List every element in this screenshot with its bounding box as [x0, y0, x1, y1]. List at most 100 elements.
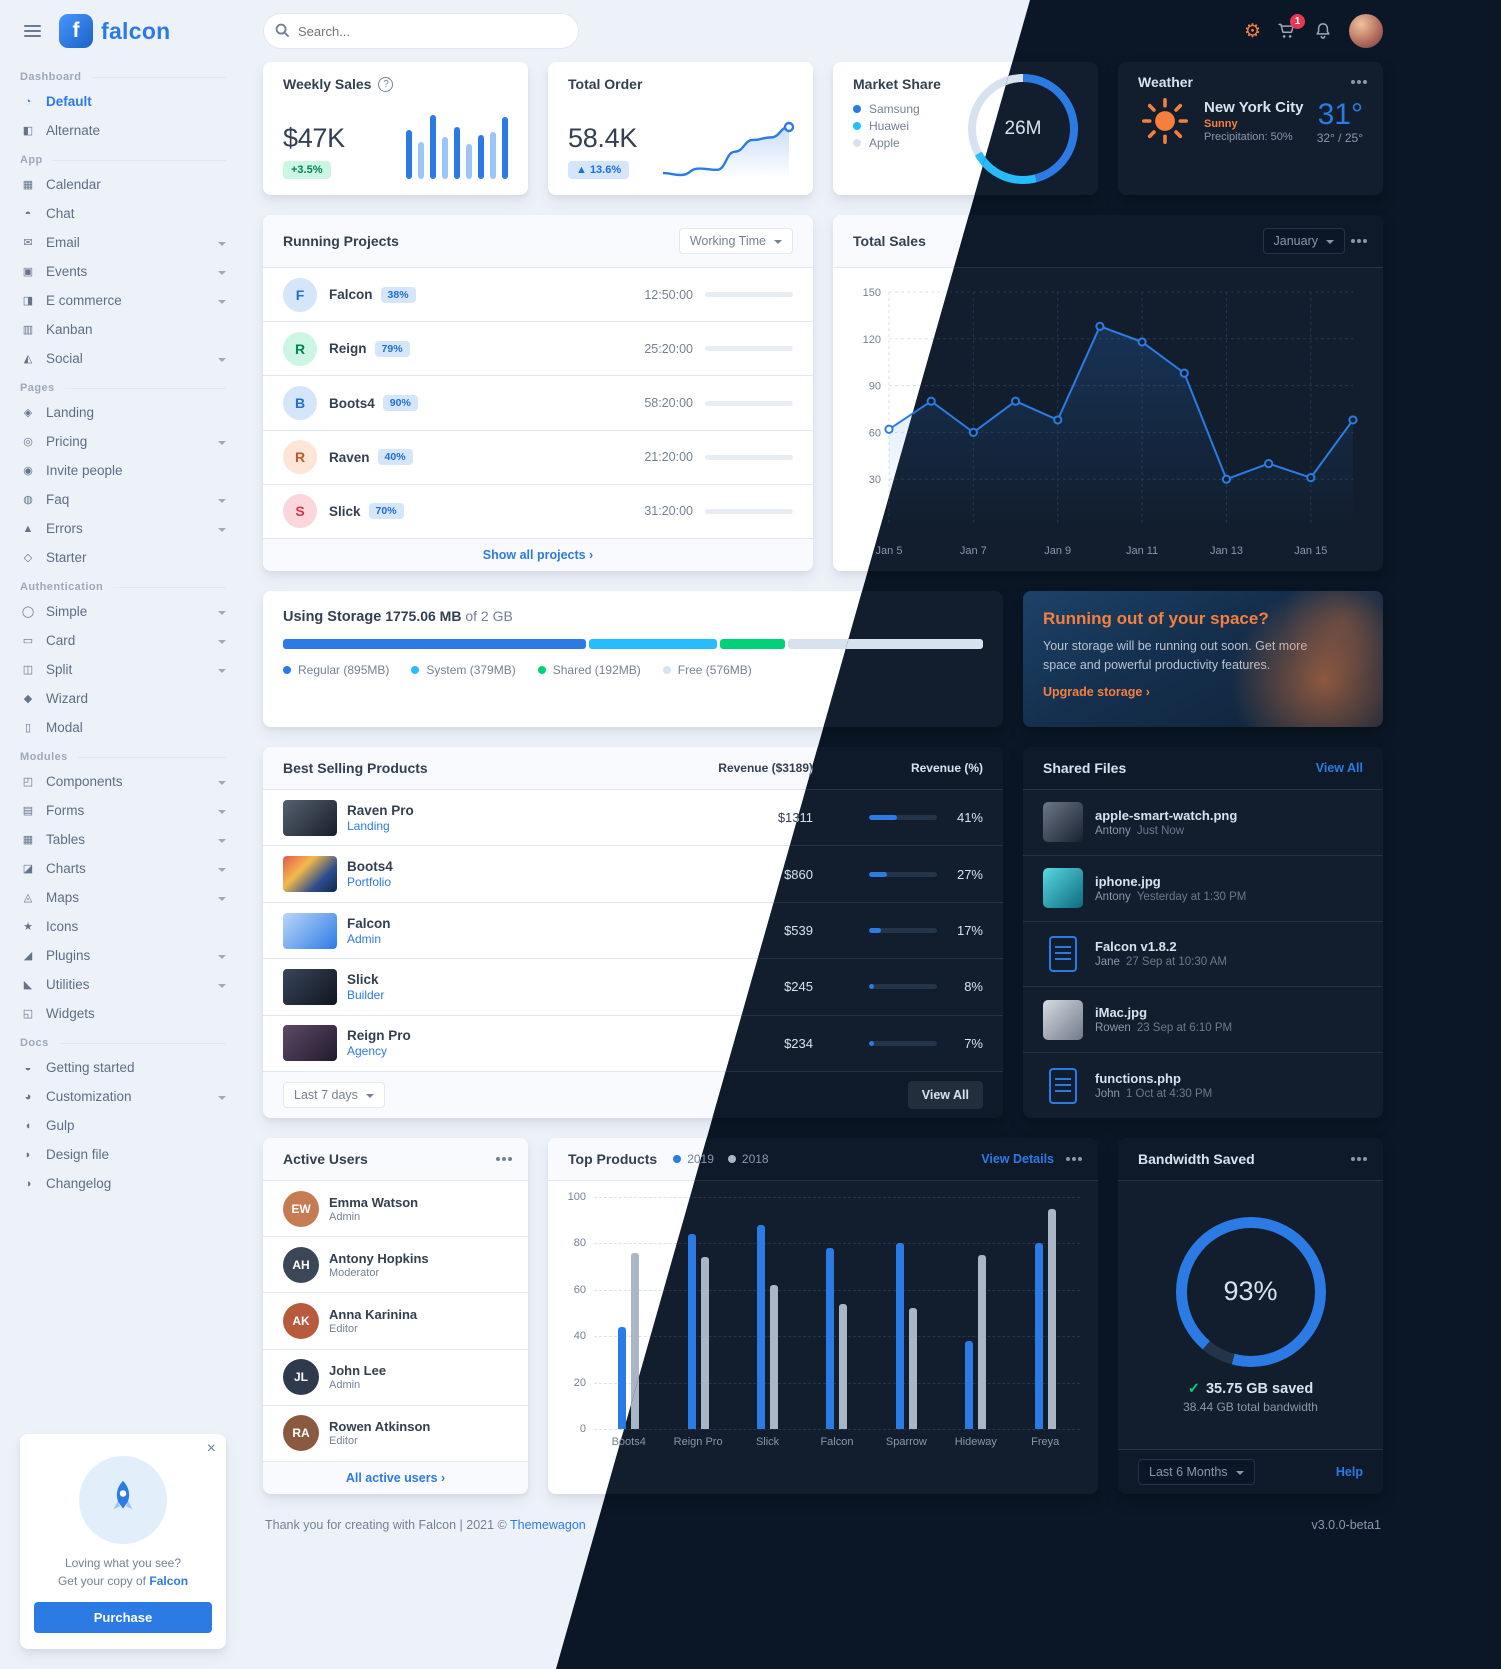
sidebar-item[interactable]: ▭ Card: [20, 626, 226, 655]
product-category[interactable]: Admin: [347, 931, 382, 946]
sidebar-item[interactable]: ◉ Invite people: [20, 456, 226, 485]
project-row[interactable]: R Reign 79% 25:20:00: [263, 321, 813, 375]
sidebar-item[interactable]: ◇ Starter: [20, 543, 226, 572]
info-icon[interactable]: ?: [378, 76, 394, 92]
sidebar-item[interactable]: ◎ Pricing: [20, 427, 226, 456]
card-menu-button[interactable]: [1070, 1151, 1078, 1167]
project-row[interactable]: B Boots4 90% 58:20:00: [263, 375, 813, 429]
sidebar-item[interactable]: ★ Icons: [20, 912, 226, 941]
sidebar-item[interactable]: ▦ Calendar: [20, 170, 226, 199]
nav-section-docs: Docs ◒ Getting started ◕ Customization ◖ Gulp…: [20, 1037, 226, 1198]
notifications-button[interactable]: [1313, 21, 1333, 41]
falcon-link[interactable]: Falcon: [149, 1574, 189, 1588]
falcon-logo[interactable]: f falcon: [59, 14, 171, 48]
sidebar-item[interactable]: ▣ Events: [20, 257, 226, 286]
sidebar-item-label: Modal: [46, 720, 83, 735]
purchase-button[interactable]: Purchase: [34, 1602, 212, 1633]
sidebar-item-icon: ◯: [21, 606, 35, 618]
project-progress: [705, 400, 793, 406]
working-time-select[interactable]: Working Time: [678, 228, 793, 254]
active-user-row[interactable]: AH Antony Hopkins Moderator: [263, 1236, 528, 1292]
sidebar-item[interactable]: ◢ Plugins: [20, 941, 226, 970]
user-avatar[interactable]: [1349, 14, 1383, 48]
project-row[interactable]: F Falcon 38% 12:50:00: [263, 268, 813, 321]
sidebar-item[interactable]: ◭ Social: [20, 344, 226, 373]
all-active-users-link[interactable]: All active users ›: [345, 1471, 446, 1485]
sidebar-item-label: Kanban: [46, 322, 93, 337]
active-user-row[interactable]: RA Rowen Atkinson Editor: [263, 1404, 528, 1461]
product-category[interactable]: Landing: [347, 818, 390, 833]
sidebar-item[interactable]: ▤ Forms: [20, 796, 226, 825]
shared-files-card: Shared Files View All apple-smart-watch.…: [1023, 747, 1383, 1118]
sidebar-item[interactable]: ✉ Email: [20, 228, 226, 257]
close-icon[interactable]: ×: [206, 1440, 216, 1457]
gear-icon: ⚙: [1243, 20, 1261, 42]
product-row[interactable]: Slick Builder $245 8%: [555, 958, 1003, 1014]
last-6-months-select[interactable]: Last 6 Months: [1138, 1459, 1255, 1485]
themewagon-link[interactable]: Themewagon: [510, 1518, 586, 1532]
sidebar-item[interactable]: ◯ Simple: [20, 597, 226, 626]
search-input[interactable]: [263, 13, 579, 49]
project-time: 31:20:00: [644, 504, 693, 519]
active-user-row[interactable]: JL John Lee Admin: [263, 1348, 528, 1405]
card-menu-button[interactable]: [1355, 74, 1363, 90]
card-menu-button[interactable]: [500, 1151, 508, 1167]
sidebar-item[interactable]: ▥ Kanban: [20, 315, 226, 344]
svg-text:Jan 13: Jan 13: [1210, 545, 1243, 557]
sidebar-item[interactable]: ◨ E commerce: [20, 286, 226, 315]
product-category[interactable]: Builder: [347, 987, 385, 1002]
sidebar-item[interactable]: ◗ Design file: [20, 1140, 226, 1169]
show-all-projects-link[interactable]: Show all projects ›: [482, 548, 594, 562]
sidebar-item[interactable]: ◖ Gulp: [20, 1111, 226, 1140]
sidebar-item[interactable]: ◍ Faq: [20, 485, 226, 514]
sidebar-item[interactable]: ◰ Components: [20, 767, 226, 796]
sidebar-item[interactable]: ◣ Utilities: [20, 970, 226, 999]
sidebar-item[interactable]: ◆ Wizard: [20, 684, 226, 713]
sidebar-item[interactable]: ▯ Modal: [20, 713, 226, 742]
product-row[interactable]: Falcon Admin $539 17%: [555, 901, 1003, 958]
sidebar-item[interactable]: ◪ Charts: [20, 854, 226, 883]
sidebar-item[interactable]: ◕ Customization: [20, 1082, 226, 1111]
project-row[interactable]: S Slick 70% 31:20:00: [263, 483, 813, 538]
sidebar-item[interactable]: ◈ Landing: [20, 398, 226, 427]
sidebar-item-icon: ▦: [22, 834, 34, 846]
sidebar-item[interactable]: ◒ Getting started: [20, 1053, 226, 1082]
view-all-link[interactable]: View All: [1315, 761, 1363, 775]
sidebar-item[interactable]: ◱ Widgets: [20, 999, 226, 1028]
upgrade-storage-link[interactable]: Upgrade storage ›: [1043, 684, 1150, 699]
active-user-row[interactable]: AK Anna Karinina Editor: [263, 1292, 528, 1348]
product-thumbnail: [283, 1025, 337, 1062]
active-users-card: Active Users EW Emma Watson Admin AH Ant…: [263, 1138, 528, 1494]
product-category[interactable]: Agency: [347, 1044, 388, 1059]
settings-button[interactable]: ⚙: [1244, 22, 1261, 41]
month-select[interactable]: January: [1262, 228, 1345, 254]
last-7-days-select[interactable]: Last 7 days: [283, 1082, 385, 1108]
sidebar-item[interactable]: ◬ Maps: [20, 883, 226, 912]
active-user-row[interactable]: EW Emma Watson Admin: [263, 1181, 528, 1236]
legend-dot: [853, 105, 861, 113]
view-all-button[interactable]: View All: [907, 1081, 983, 1109]
sidebar-item[interactable]: ▲ Errors: [20, 514, 226, 543]
sidebar-item[interactable]: ◔ Default: [20, 87, 226, 116]
sidebar-item-label: Invite people: [46, 463, 123, 478]
view-details-link[interactable]: View Details: [981, 1152, 1054, 1166]
product-category[interactable]: Portfolio: [347, 875, 392, 890]
hamburger-menu-button[interactable]: [20, 21, 45, 41]
sidebar-item[interactable]: ▦ Tables: [20, 825, 226, 854]
project-row[interactable]: R Raven 40% 21:20:00: [263, 429, 813, 484]
cart-button[interactable]: 1: [1277, 14, 1305, 41]
card-menu-button[interactable]: [1355, 233, 1363, 249]
sidebar-item[interactable]: ◫ Split: [20, 655, 226, 684]
product-row[interactable]: Reign Pro Agency $234 7%: [555, 1014, 1003, 1071]
help-link[interactable]: Help: [1335, 1465, 1363, 1479]
sidebar-item[interactable]: ◧ Alternate: [20, 116, 226, 145]
sidebar-item[interactable]: ◓ Chat: [20, 199, 226, 228]
card-title: Active Users: [283, 1151, 368, 1167]
card-menu-button[interactable]: [1355, 1151, 1363, 1167]
sidebar-item[interactable]: ◑ Changelog: [20, 1169, 226, 1198]
